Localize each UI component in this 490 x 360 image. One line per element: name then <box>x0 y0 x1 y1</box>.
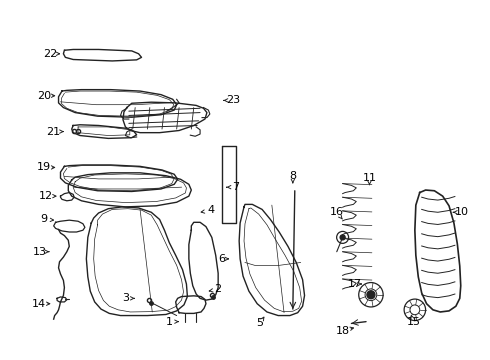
Text: 3: 3 <box>122 293 129 303</box>
Text: 5: 5 <box>256 319 263 328</box>
Text: 8: 8 <box>289 171 296 181</box>
Text: 15: 15 <box>406 317 420 327</box>
Text: 4: 4 <box>207 206 215 216</box>
Text: 18: 18 <box>336 325 350 336</box>
Text: 9: 9 <box>40 215 48 224</box>
Text: 12: 12 <box>39 191 53 201</box>
Text: 14: 14 <box>32 299 46 309</box>
Text: 22: 22 <box>43 49 57 59</box>
Text: 20: 20 <box>37 91 51 101</box>
Text: 1: 1 <box>166 317 173 327</box>
Text: 13: 13 <box>33 247 47 257</box>
Text: 16: 16 <box>330 207 344 217</box>
Text: 17: 17 <box>348 279 362 289</box>
Text: 21: 21 <box>47 127 61 136</box>
Circle shape <box>367 291 375 299</box>
Text: 11: 11 <box>363 173 376 183</box>
Text: 2: 2 <box>215 284 221 294</box>
Text: 6: 6 <box>218 254 225 264</box>
Text: 10: 10 <box>455 207 469 217</box>
Text: 19: 19 <box>37 162 51 172</box>
Circle shape <box>340 235 345 240</box>
Text: 23: 23 <box>226 95 240 105</box>
Text: 7: 7 <box>232 182 239 192</box>
